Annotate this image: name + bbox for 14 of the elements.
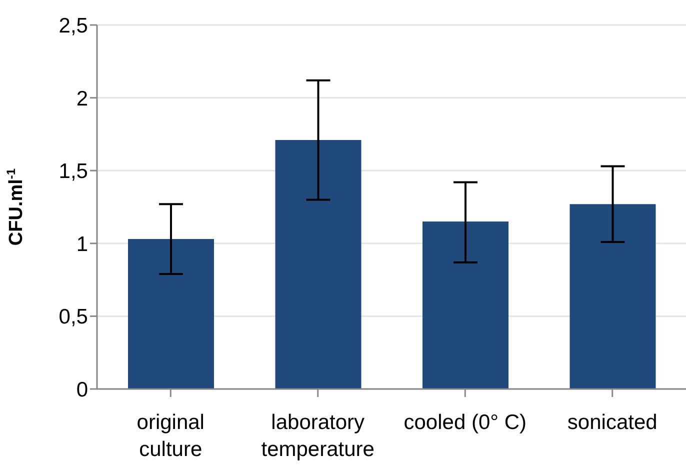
- y-tick-label: 2,5: [58, 14, 88, 38]
- y-tick-label: 1,5: [58, 160, 88, 184]
- x-tick-label: original culture: [136, 411, 204, 461]
- bar: [275, 140, 362, 389]
- x-tick-label: sonicated: [567, 411, 658, 434]
- y-tick-label: 2: [76, 87, 88, 110]
- y-tick-label: 1: [76, 232, 88, 256]
- bar: [422, 222, 508, 389]
- bar: [128, 239, 214, 389]
- x-tick-label: cooled (0° C): [404, 411, 527, 434]
- x-tick-label: laboratory temperature: [261, 411, 374, 461]
- y-tick-label: 0: [76, 378, 88, 402]
- bar: [570, 204, 656, 389]
- y-tick-label: 0,5: [58, 306, 88, 329]
